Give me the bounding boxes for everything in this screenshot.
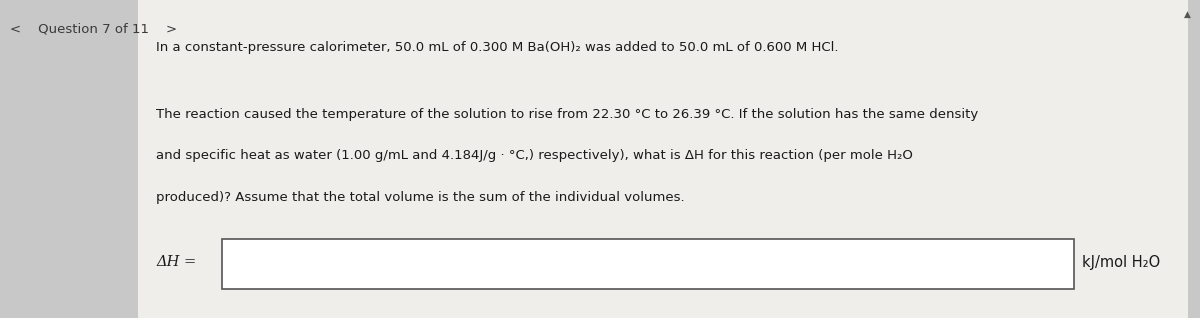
Text: and specific heat as water (1.00 g/mL and 4.184J/g · °C,) respectively), what is: and specific heat as water (1.00 g/mL an… bbox=[156, 149, 913, 162]
Text: In a constant-pressure calorimeter, 50.0 mL of 0.300 M Ba(OH)₂ was added to 50.0: In a constant-pressure calorimeter, 50.0… bbox=[156, 41, 839, 54]
Text: ▲: ▲ bbox=[1183, 10, 1190, 18]
Text: ΔH =: ΔH = bbox=[156, 255, 197, 269]
FancyBboxPatch shape bbox=[222, 238, 1074, 289]
Text: produced)? Assume that the total volume is the sum of the individual volumes.: produced)? Assume that the total volume … bbox=[156, 191, 685, 204]
Text: <    Question 7 of 11    >: < Question 7 of 11 > bbox=[10, 22, 176, 35]
FancyBboxPatch shape bbox=[138, 0, 1188, 318]
Text: The reaction caused the temperature of the solution to rise from 22.30 °C to 26.: The reaction caused the temperature of t… bbox=[156, 108, 978, 121]
Text: kJ/mol H₂O: kJ/mol H₂O bbox=[1082, 255, 1160, 270]
